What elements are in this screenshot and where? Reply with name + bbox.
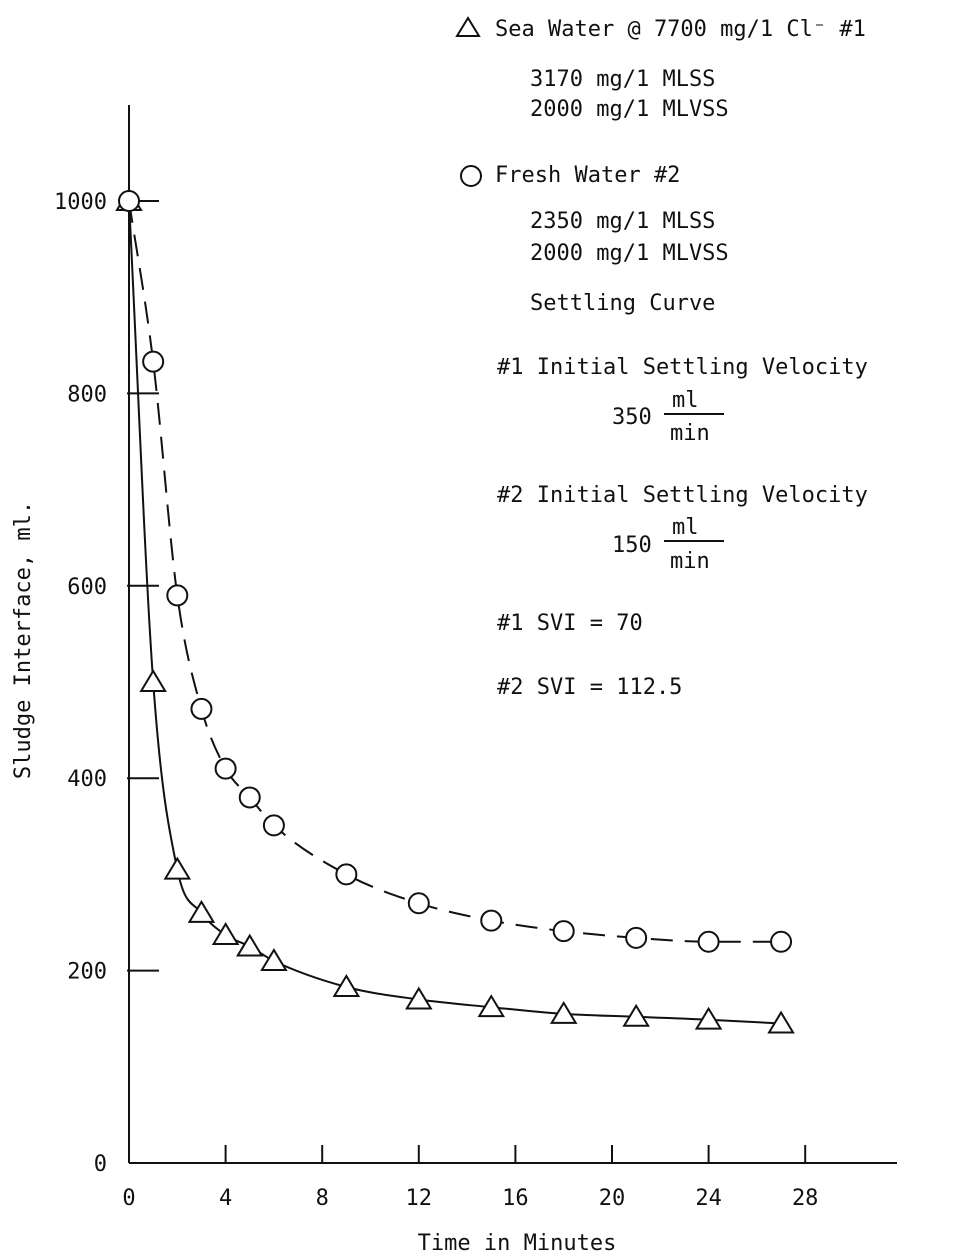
circle-point: [407, 892, 430, 915]
circle-point: [697, 930, 720, 953]
velocity-1-unit-numerator: ml: [672, 388, 699, 413]
triangle-point: [187, 899, 216, 923]
x-tick-label: 12: [406, 1186, 433, 1211]
x-tick-label: 24: [695, 1186, 722, 1211]
triangle-point: [767, 1010, 795, 1034]
circle-point: [480, 909, 503, 932]
y-tick-label: 200: [67, 960, 107, 985]
legend-sea-water-label: Sea Water @ 7700 mg/1 Cl⁻ #1: [495, 17, 866, 42]
y-tick-label: 1000: [54, 190, 107, 215]
velocity-1-label: #1 Initial Settling Velocity: [497, 355, 868, 380]
legend: Sea Water @ 7700 mg/1 Cl⁻ #1 3170 mg/1 M…: [455, 16, 868, 700]
series-line-triangle: [128, 200, 782, 1025]
circle-point: [190, 697, 213, 720]
triangle-point: [332, 974, 361, 997]
circle-point: [625, 926, 648, 949]
triangle-point: [260, 948, 288, 971]
settling-curve-heading: Settling Curve: [530, 291, 715, 316]
x-tick-label: 28: [792, 1186, 819, 1211]
series-circle: [118, 190, 793, 953]
svi-2-label: #2 SVI = 112.5: [497, 675, 682, 700]
circle-point: [214, 757, 237, 780]
ticks: 0 4 8 12 16 20 24 28 0 200 400 600 800 1000: [54, 190, 818, 1211]
triangle-point: [694, 1006, 723, 1030]
circle-icon: [460, 165, 482, 187]
legend-sea-mlss: 3170 mg/1 MLSS: [530, 67, 715, 92]
x-tick-label: 20: [599, 1186, 626, 1211]
circle-point: [552, 920, 575, 943]
legend-fresh-water-label: Fresh Water #2: [495, 163, 680, 188]
legend-fresh-mlvss: 2000 mg/1 MLVSS: [530, 241, 729, 266]
velocity-1-value: 350: [612, 405, 652, 430]
circle-point: [166, 584, 189, 607]
x-tick-label: 4: [219, 1186, 232, 1211]
x-tick-label: 0: [122, 1186, 135, 1211]
circle-point: [118, 190, 140, 212]
y-tick-label: 400: [67, 767, 107, 792]
circle-point: [335, 863, 358, 886]
legend-fresh-mlss: 2350 mg/1 MLSS: [530, 209, 715, 234]
y-tick-label: 600: [67, 575, 107, 600]
triangle-icon: [455, 16, 481, 37]
velocity-1-unit-denominator: min: [670, 421, 710, 446]
y-tick-label: 0: [94, 1152, 107, 1177]
series-triangle: [115, 188, 795, 1034]
series: [115, 188, 795, 1034]
triangle-point: [235, 933, 264, 957]
y-axis-label: Sludge Interface, ml.: [11, 501, 36, 779]
axes: [128, 105, 897, 1164]
velocity-2-value: 150: [612, 533, 652, 558]
triangle-point: [477, 994, 506, 1018]
triangle-point: [549, 1000, 578, 1024]
x-tick-label: 8: [316, 1186, 329, 1211]
velocity-2-unit-denominator: min: [670, 549, 710, 574]
legend-sea-mlvss: 2000 mg/1 MLVSS: [530, 97, 729, 122]
velocity-2-label: #2 Initial Settling Velocity: [497, 483, 868, 508]
y-tick-label: 800: [67, 382, 107, 407]
triangle-point: [163, 856, 192, 880]
triangle-point: [405, 986, 433, 1010]
circle-point: [262, 814, 285, 837]
svi-1-label: #1 SVI = 70: [497, 611, 643, 636]
velocity-2-unit-numerator: ml: [672, 515, 699, 540]
x-tick-label: 16: [502, 1186, 529, 1211]
circle-point: [770, 930, 793, 953]
circle-point: [238, 786, 261, 809]
circle-point: [142, 350, 165, 373]
triangle-point: [622, 1003, 650, 1027]
x-axis-label: Time in Minutes: [418, 1231, 617, 1256]
triangle-point: [139, 669, 167, 692]
triangle-point: [211, 922, 240, 946]
